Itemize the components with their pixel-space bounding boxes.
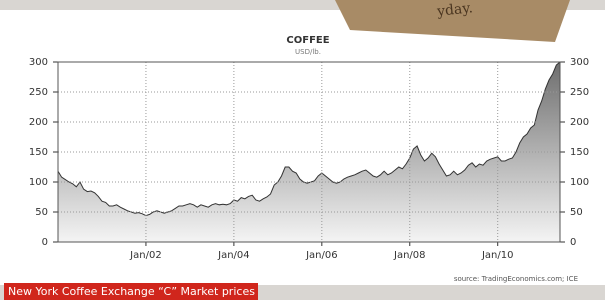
source: source: TradingEconomics.com; ICE: [454, 275, 578, 283]
page: yday. COFFEE USD/lb. source: TradingEcon…: [0, 0, 605, 304]
y-tick-label: 200: [29, 117, 48, 128]
y2-tick-label: 200: [570, 117, 589, 128]
x-tick-label: Jan/08: [393, 250, 426, 261]
y2-tick-label: 50: [570, 207, 583, 218]
caption: New York Coffee Exchange “C” Market pric…: [8, 285, 255, 298]
y2-tick-label: 100: [570, 177, 589, 188]
y-tick-label: 150: [29, 147, 48, 158]
x-tick-label: Jan/10: [481, 250, 514, 261]
y2-tick-label: 150: [570, 147, 589, 158]
x-tick-label: Jan/02: [129, 250, 162, 261]
chart-subtitle: USD/lb.: [295, 48, 321, 56]
y-tick-label: 50: [35, 207, 48, 218]
x-tick-label: Jan/06: [305, 250, 338, 261]
y2-tick-label: 300: [570, 57, 589, 68]
y-tick-label: 250: [29, 87, 48, 98]
x-tick-label: Jan/04: [217, 250, 250, 261]
y2-tick-label: 0: [570, 237, 576, 248]
y2-tick-label: 250: [570, 87, 589, 98]
y-tick-label: 300: [29, 57, 48, 68]
y-tick-label: 100: [29, 177, 48, 188]
chart-title: COFFEE: [286, 35, 329, 46]
chart: yday. COFFEE USD/lb. source: TradingEcon…: [0, 0, 605, 300]
y-tick-label: 0: [42, 237, 48, 248]
